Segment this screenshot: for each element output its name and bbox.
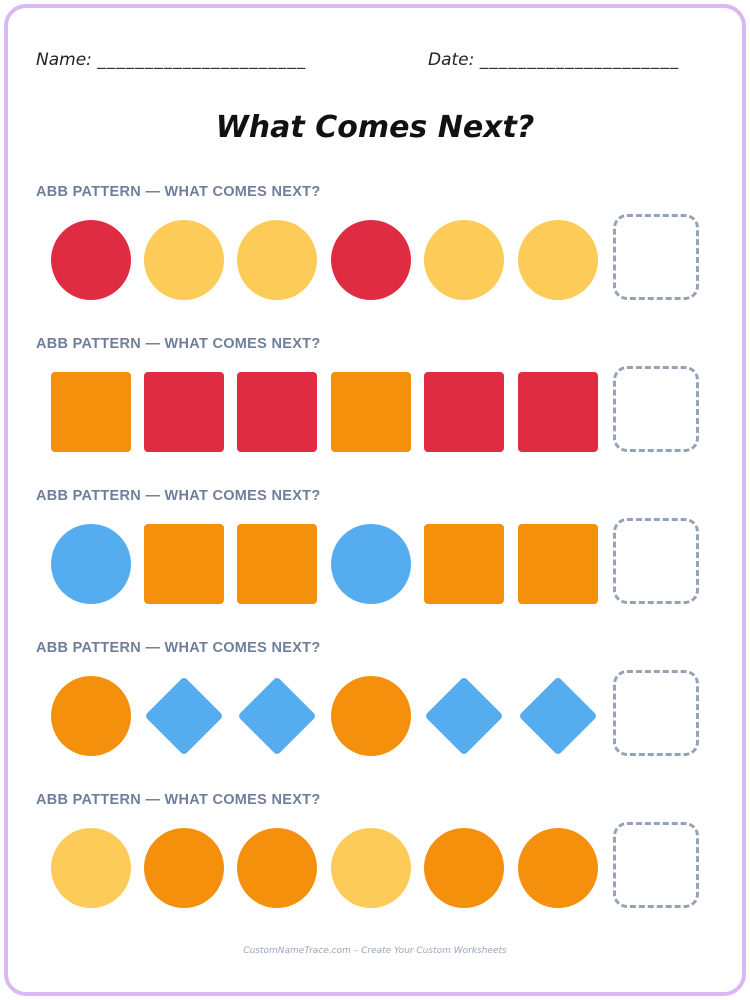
answer-box[interactable] xyxy=(613,670,699,756)
orange-square-shape xyxy=(51,372,131,452)
red-circle-shape xyxy=(51,220,131,300)
shape-row xyxy=(36,362,716,462)
yellow-circle-shape xyxy=(331,828,411,908)
orange-circle-shape xyxy=(518,828,598,908)
pattern-label: ABB PATTERN — WHAT COMES NEXT? xyxy=(36,336,321,352)
yellow-circle-shape xyxy=(518,220,598,300)
orange-square-shape xyxy=(237,524,317,604)
answer-box[interactable] xyxy=(613,366,699,452)
orange-circle-shape xyxy=(331,676,411,756)
footer-credit: CustomNameTrace.com – Create Your Custom… xyxy=(243,946,507,956)
pattern-section: ABB PATTERN — WHAT COMES NEXT? xyxy=(36,486,716,614)
answer-box[interactable] xyxy=(613,214,699,300)
orange-circle-shape xyxy=(51,676,131,756)
pattern-section: ABB PATTERN — WHAT COMES NEXT? xyxy=(36,182,716,310)
answer-box[interactable] xyxy=(613,518,699,604)
pattern-section: ABB PATTERN — WHAT COMES NEXT? xyxy=(36,790,716,918)
pattern-label: ABB PATTERN — WHAT COMES NEXT? xyxy=(36,488,321,504)
red-square-shape xyxy=(424,372,504,452)
orange-circle-shape xyxy=(424,828,504,908)
shape-row xyxy=(36,666,716,766)
shape-row xyxy=(36,210,716,310)
red-square-shape xyxy=(237,372,317,452)
shape-row xyxy=(36,514,716,614)
blue-circle-shape xyxy=(51,524,131,604)
orange-square-shape xyxy=(424,524,504,604)
red-circle-shape xyxy=(331,220,411,300)
orange-square-shape xyxy=(518,524,598,604)
pattern-section: ABB PATTERN — WHAT COMES NEXT? xyxy=(36,334,716,462)
orange-square-shape xyxy=(144,524,224,604)
answer-box[interactable] xyxy=(613,822,699,908)
yellow-circle-shape xyxy=(51,828,131,908)
yellow-circle-shape xyxy=(424,220,504,300)
pattern-label: ABB PATTERN — WHAT COMES NEXT? xyxy=(36,792,321,808)
name-line: ______________________ xyxy=(97,50,307,70)
blue-diamond-shape xyxy=(518,676,598,756)
blue-diamond-shape xyxy=(237,676,317,756)
blue-diamond-shape xyxy=(424,676,504,756)
orange-square-shape xyxy=(331,372,411,452)
yellow-circle-shape xyxy=(237,220,317,300)
orange-circle-shape xyxy=(144,828,224,908)
date-label: Date: xyxy=(428,50,475,70)
blue-diamond-shape xyxy=(144,676,224,756)
pattern-label: ABB PATTERN — WHAT COMES NEXT? xyxy=(36,640,321,656)
worksheet-title: What Comes Next? xyxy=(215,110,535,145)
pattern-label: ABB PATTERN — WHAT COMES NEXT? xyxy=(36,184,321,200)
shape-row xyxy=(36,818,716,918)
blue-circle-shape xyxy=(331,524,411,604)
red-square-shape xyxy=(518,372,598,452)
yellow-circle-shape xyxy=(144,220,224,300)
orange-circle-shape xyxy=(237,828,317,908)
date-line: _____________________ xyxy=(479,50,680,70)
red-square-shape xyxy=(144,372,224,452)
date-field[interactable]: Date: _____________________ xyxy=(428,50,679,70)
name-label: Name: xyxy=(36,50,92,70)
pattern-section: ABB PATTERN — WHAT COMES NEXT? xyxy=(36,638,716,766)
name-field[interactable]: Name: ______________________ xyxy=(36,50,306,70)
